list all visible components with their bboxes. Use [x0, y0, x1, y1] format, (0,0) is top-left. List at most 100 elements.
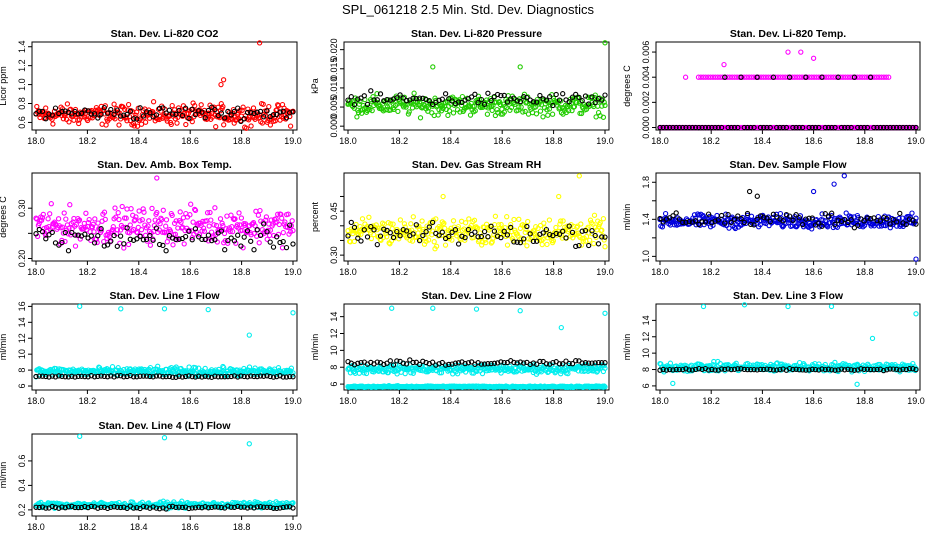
y-tick-label: 0.006 [641, 41, 651, 64]
data-point [254, 109, 260, 115]
data-point [257, 232, 264, 239]
y-tick-label: 1.4 [17, 40, 27, 53]
data-point [52, 105, 59, 111]
data-point [56, 242, 62, 248]
data-point [748, 124, 754, 131]
data-point [95, 115, 101, 121]
data-point [221, 122, 227, 128]
data-point [504, 99, 511, 105]
data-point [774, 124, 780, 131]
series-1 [33, 433, 296, 512]
data-point [206, 111, 212, 117]
data-point [514, 98, 520, 104]
data-point [829, 210, 835, 216]
x-tick-label: 18.2 [79, 522, 97, 532]
data-point [712, 124, 718, 131]
data-point [82, 231, 88, 237]
data-point [560, 228, 566, 234]
data-point [86, 216, 92, 223]
data-point [107, 239, 113, 245]
data-point [566, 226, 572, 233]
outlier-point [602, 310, 608, 316]
data-point [696, 221, 702, 228]
data-point [50, 121, 56, 127]
y-tick-label: 0.6 [17, 116, 27, 129]
y-tick-label: 0.000 [329, 115, 339, 138]
data-point [832, 124, 838, 131]
data-point [264, 229, 270, 235]
x-tick-label: 18.0 [339, 396, 357, 406]
data-point [725, 211, 731, 218]
data-point [746, 74, 752, 80]
x-tick-label: 18.6 [805, 136, 823, 146]
data-point [85, 219, 92, 226]
data-point [243, 125, 249, 131]
data-point [351, 224, 358, 231]
data-point [735, 213, 741, 219]
data-point [257, 108, 264, 115]
data-point [877, 218, 884, 224]
outlier-point [154, 175, 160, 181]
data-point [410, 231, 416, 237]
outlier-point [746, 188, 753, 195]
data-point [65, 248, 72, 254]
data-point [686, 124, 692, 131]
data-point [188, 201, 194, 207]
data-point [39, 215, 46, 221]
data-point [537, 237, 543, 244]
data-point [472, 91, 478, 97]
data-point [825, 214, 832, 220]
data-point [504, 104, 510, 111]
data-point [408, 221, 414, 227]
data-point [705, 74, 711, 80]
data-point [163, 223, 169, 229]
data-point [403, 228, 410, 234]
data-point [864, 74, 870, 80]
data-point [446, 108, 453, 114]
plot-frame [31, 41, 298, 131]
data-point [600, 114, 607, 120]
data-point [143, 109, 150, 115]
data-point [220, 103, 226, 110]
data-point [906, 216, 913, 222]
panel-title: Stan. Dev. Gas Stream RH [412, 159, 541, 171]
y-tick-label: 10 [17, 349, 27, 359]
data-point [232, 216, 238, 222]
data-point [121, 106, 128, 112]
data-point [49, 229, 55, 236]
main-title: SPL_061218 2.5 Min. Std. Dev. Diagnostic… [342, 2, 594, 17]
data-point [121, 245, 127, 251]
data-point [95, 220, 101, 226]
data-point [544, 241, 550, 248]
data-point [767, 124, 773, 131]
x-tick-label: 18.6 [181, 396, 199, 406]
data-point [130, 116, 137, 122]
data-point [547, 94, 553, 100]
data-point [199, 236, 205, 243]
data-point [279, 215, 285, 221]
outlier-point [246, 332, 252, 338]
data-point [264, 108, 270, 114]
data-point [848, 214, 854, 220]
data-point [166, 107, 173, 113]
outlier-point [256, 40, 263, 46]
data-point [272, 118, 278, 124]
data-point [849, 74, 856, 80]
data-point [521, 94, 527, 100]
data-point [493, 99, 499, 105]
outlier-point [430, 305, 436, 311]
data-point [530, 238, 537, 245]
data-point [186, 228, 192, 234]
data-point [599, 234, 605, 240]
data-point [556, 97, 563, 103]
data-point [159, 216, 165, 223]
data-point [192, 226, 199, 232]
data-point [471, 103, 478, 109]
data-point [478, 233, 485, 240]
data-point [457, 109, 463, 115]
data-point [264, 236, 270, 242]
data-point [516, 216, 522, 222]
data-point [43, 116, 49, 122]
data-point [558, 218, 564, 224]
data-point [366, 214, 372, 220]
